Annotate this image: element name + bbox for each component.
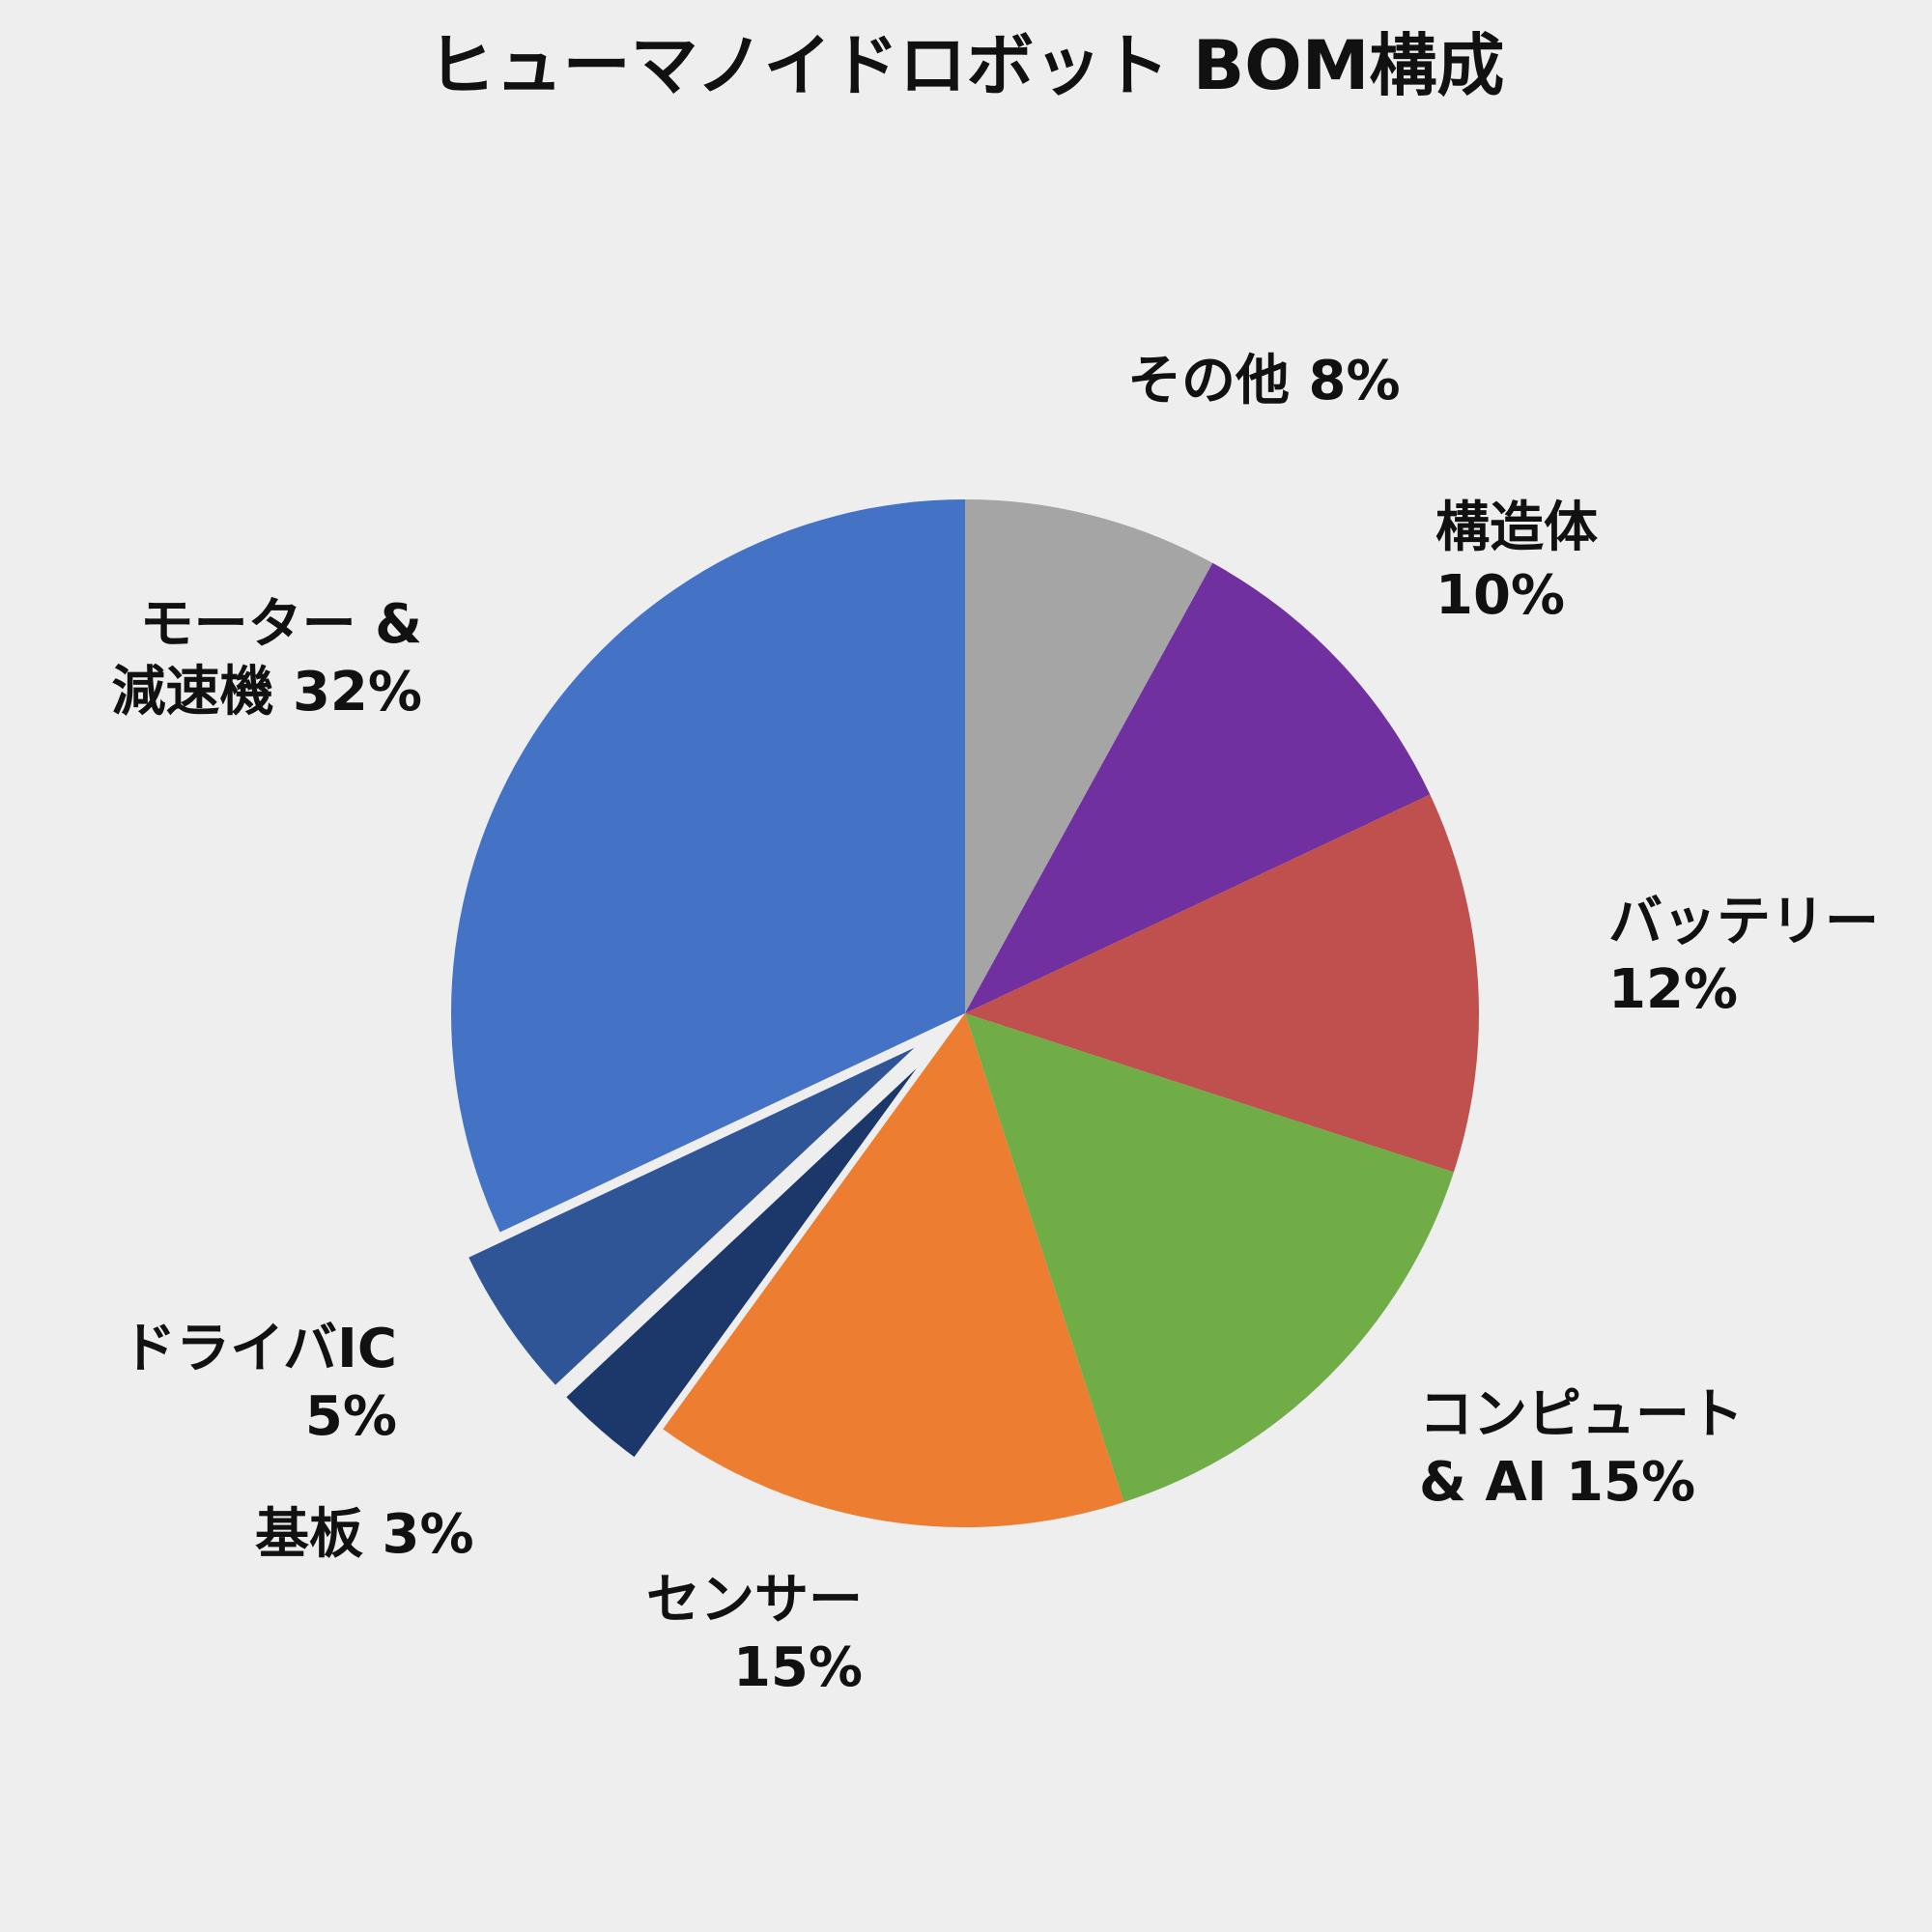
chart-title: ヒューマノイドロボット BOM構成 <box>427 26 1505 105</box>
label-name: センサー <box>646 1569 863 1632</box>
slice-label: 基板 3% <box>255 1501 474 1569</box>
label-value: 32% <box>292 661 422 724</box>
pie-slice <box>965 794 1479 1173</box>
pie-slice <box>663 1013 1124 1527</box>
label-value: 12% <box>1608 958 1739 1021</box>
label-value: 15% <box>732 1636 863 1699</box>
slice-label: コンピュート & AI 15% <box>1419 1381 1796 1517</box>
label-name: バッテリー <box>1608 891 1879 953</box>
pie-slice <box>451 499 965 1233</box>
label-name: コンピュート & AI <box>1419 1383 1744 1514</box>
label-name: 基板 <box>255 1503 363 1566</box>
pie-slice <box>965 499 1213 1013</box>
slice-label: バッテリー 12% <box>1608 889 1918 1024</box>
pie-slice <box>557 1042 940 1465</box>
pie-slice <box>461 1035 932 1394</box>
slice-label: センサー 15% <box>592 1567 863 1702</box>
pie-slice <box>965 1013 1454 1502</box>
label-value: 8% <box>1308 350 1401 412</box>
label-name: その他 <box>1127 350 1290 412</box>
label-value: 15% <box>1566 1451 1696 1514</box>
slice-label: モーター & 減速機 32% <box>45 591 422 726</box>
label-name: ドライバIC <box>122 1318 397 1380</box>
label-value: 5% <box>304 1385 397 1448</box>
label-name: 構造体 <box>1435 497 1598 559</box>
label-value: 3% <box>382 1503 474 1566</box>
label-value: 10% <box>1435 564 1566 627</box>
label-name: モーター & 減速機 <box>111 593 422 724</box>
slice-label: その他 8% <box>1127 348 1401 415</box>
slice-label: 構造体 10% <box>1435 495 1648 630</box>
slice-label: ドライバIC 5% <box>78 1316 397 1451</box>
pie-slice <box>965 562 1431 1013</box>
